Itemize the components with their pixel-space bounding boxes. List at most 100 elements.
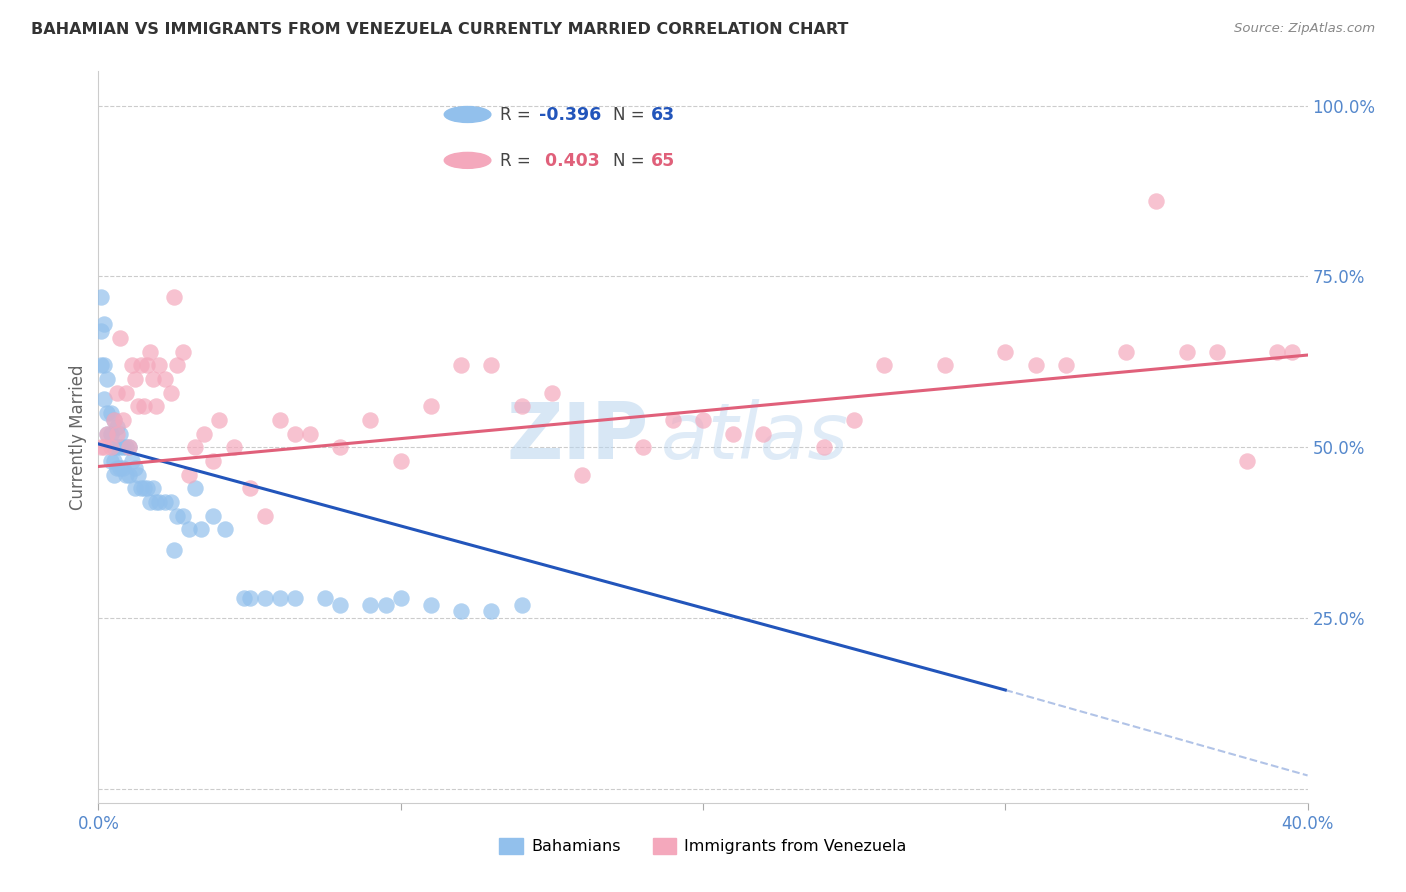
Point (284, 426, 307, 441)
Point (844, 413, 866, 427)
Point (90, 359, 112, 373)
Point (193, 426, 215, 441)
Point (253, 591, 276, 605)
Point (160, 495, 183, 509)
Point (239, 481, 262, 495)
Point (232, 591, 254, 605)
Point (93, 440, 115, 454)
Point (360, 413, 382, 427)
Point (139, 495, 162, 509)
Point (100, 426, 122, 441)
Point (284, 591, 307, 605)
Point (93, 392, 115, 407)
Point (153, 495, 176, 509)
Point (108, 460, 131, 475)
Point (179, 522, 201, 536)
Point (239, 591, 262, 605)
Point (692, 413, 714, 427)
Point (103, 440, 125, 454)
Point (329, 440, 352, 454)
Point (93, 318, 115, 332)
Point (121, 359, 143, 373)
Point (1024, 359, 1046, 373)
Point (163, 542, 186, 557)
Point (124, 460, 146, 475)
Text: atlas: atlas (661, 399, 849, 475)
Point (360, 598, 382, 612)
Point (1281, 344, 1303, 359)
Point (100, 454, 122, 468)
Point (1236, 454, 1258, 468)
Point (108, 426, 131, 441)
Point (389, 591, 412, 605)
Point (105, 426, 128, 441)
Point (1144, 194, 1167, 209)
Point (450, 604, 472, 618)
Point (153, 372, 176, 386)
Point (148, 359, 170, 373)
Point (934, 359, 956, 373)
Point (172, 508, 194, 523)
Text: R =: R = (501, 106, 537, 124)
Point (129, 481, 152, 495)
Point (132, 481, 155, 495)
Point (118, 467, 141, 482)
Point (108, 440, 131, 454)
Point (184, 481, 207, 495)
Point (214, 522, 236, 536)
Point (111, 440, 134, 454)
Point (124, 481, 146, 495)
Point (269, 413, 291, 427)
Point (121, 454, 143, 468)
Point (100, 406, 122, 420)
Text: 65: 65 (651, 153, 675, 170)
Point (994, 344, 1017, 359)
Point (148, 495, 170, 509)
Point (299, 426, 322, 441)
Point (329, 598, 352, 612)
Point (202, 454, 225, 468)
Point (111, 413, 134, 427)
Point (420, 400, 443, 414)
Point (314, 591, 336, 605)
Point (96, 426, 118, 441)
Point (103, 413, 125, 427)
Point (129, 359, 152, 373)
Point (510, 598, 533, 612)
Point (105, 440, 128, 454)
Point (142, 481, 165, 495)
Point (481, 604, 503, 618)
Text: R =: R = (501, 153, 537, 170)
Point (873, 359, 896, 373)
Point (1267, 344, 1289, 359)
Point (481, 359, 503, 373)
Text: Source: ZipAtlas.com: Source: ZipAtlas.com (1234, 22, 1375, 36)
Point (163, 290, 186, 304)
Legend: Bahamians, Immigrants from Venezuela: Bahamians, Immigrants from Venezuela (492, 831, 914, 861)
Point (96, 406, 118, 420)
Point (145, 495, 167, 509)
Point (389, 454, 412, 468)
Text: N =: N = (613, 153, 650, 170)
Point (114, 385, 136, 400)
Point (132, 400, 155, 414)
Point (208, 413, 231, 427)
Point (160, 385, 183, 400)
Point (105, 420, 128, 434)
Point (114, 467, 136, 482)
Text: -0.396: -0.396 (538, 106, 602, 124)
Point (127, 467, 149, 482)
Point (661, 413, 683, 427)
Point (540, 385, 562, 400)
Point (135, 359, 157, 373)
Point (93, 359, 115, 373)
Circle shape (444, 106, 491, 122)
Point (103, 454, 125, 468)
Point (96, 426, 118, 441)
Point (752, 426, 775, 441)
Point (510, 400, 533, 414)
Circle shape (444, 153, 491, 169)
Y-axis label: Currently Married: Currently Married (69, 364, 87, 510)
Point (374, 598, 396, 612)
Point (1115, 344, 1137, 359)
